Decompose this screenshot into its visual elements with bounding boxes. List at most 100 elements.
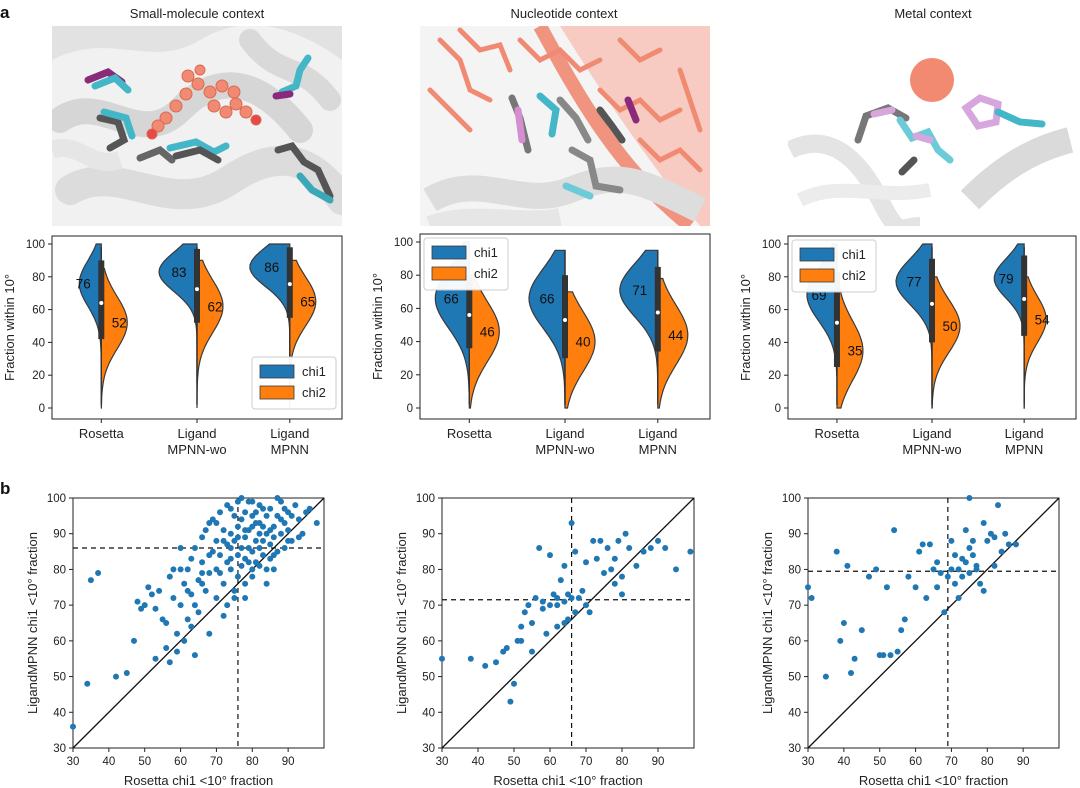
scatter-point	[561, 598, 568, 605]
scatter-point	[249, 573, 256, 580]
legend-label-chi2: chi2	[302, 385, 326, 400]
violin-median-dot	[655, 310, 660, 315]
scatter-point	[152, 655, 159, 662]
scatter-point	[238, 545, 245, 551]
violin-box	[98, 260, 105, 340]
scatter-point	[152, 605, 159, 612]
x-category-label: Ligand	[545, 426, 584, 441]
scatter-point	[611, 555, 618, 562]
scatter-chart-3: 30 40 50 60 70 80 90 30 40 50 60 70 80 90 100 Rosetta c…	[760, 493, 1060, 788]
y-axis-label: Fraction within 10°	[2, 274, 17, 381]
scatter-point	[227, 555, 234, 562]
scatter-point	[966, 570, 973, 576]
x-tick-label: 60	[909, 756, 922, 768]
median-label-chi1: 66	[444, 291, 459, 306]
y-tick-label: 70	[53, 600, 66, 612]
x-category-label: Ligand	[177, 426, 216, 441]
violin-box	[1021, 255, 1028, 336]
scatter-point	[894, 648, 901, 655]
scatter-point	[70, 723, 76, 730]
scatter-point	[673, 566, 679, 573]
scatter-point	[554, 595, 561, 601]
scatter-point	[959, 573, 966, 580]
scatter-point	[568, 520, 575, 526]
x-category-label: Rosetta	[79, 426, 125, 441]
scatter-point	[883, 584, 890, 591]
scatter-point	[267, 527, 274, 534]
scatter-point	[242, 580, 249, 587]
scatter-point	[554, 602, 561, 609]
y-tick-label: 80	[400, 270, 413, 282]
structure-render-metal	[788, 26, 1078, 226]
scatter-point	[177, 545, 184, 551]
y-tick-label: 0	[775, 403, 781, 415]
scatter-point	[966, 495, 973, 501]
scatter-point	[521, 609, 528, 616]
scatter-point	[995, 502, 1001, 509]
violin-half-chi2	[564, 291, 596, 409]
scatter-point	[177, 566, 184, 573]
scatter-point	[199, 534, 206, 541]
panel-label-b: b	[0, 479, 10, 498]
scatter-point	[199, 580, 206, 587]
scatter-point	[217, 570, 223, 576]
scatter-point	[263, 566, 270, 573]
scatter-point	[238, 562, 245, 569]
y-axis-label: LigandMPNN chi1 <10° fraction	[760, 532, 775, 714]
context-title-small-molecule: Small-molecule context	[130, 6, 265, 21]
scatter-point	[292, 502, 299, 509]
y-tick-label: 0	[407, 403, 413, 415]
scatter-point	[619, 573, 625, 580]
scatter-point	[234, 523, 241, 530]
median-label-chi2: 62	[207, 299, 222, 314]
scatter-point	[188, 623, 195, 630]
charts-layer: 0 20 40 60 80 100 Fraction within 10° Rosetta 76…	[2, 233, 1077, 788]
scatter-point	[242, 527, 249, 534]
median-label-chi1: 77	[906, 275, 921, 290]
legend-swatch-chi2	[431, 266, 467, 281]
median-label-chi1: 83	[171, 265, 186, 280]
scatter-point	[568, 595, 575, 601]
scatter-point	[278, 530, 284, 537]
scatter-point	[833, 548, 840, 555]
scatter-point	[529, 620, 535, 626]
scatter-point	[202, 527, 209, 534]
scatter-point	[626, 545, 633, 551]
median-label-chi2: 35	[847, 344, 862, 359]
scatter-point	[84, 680, 91, 687]
scatter-point	[640, 548, 647, 555]
y-tick-label: 60	[788, 636, 801, 648]
scatter-point	[184, 587, 191, 594]
x-tick-label: 50	[508, 756, 521, 768]
scatter-point	[583, 602, 589, 609]
scatter-point	[213, 520, 220, 526]
scatter-point	[184, 616, 191, 623]
violin-half-chi1	[895, 243, 933, 408]
x-tick-label: 80	[246, 756, 259, 768]
scatter-point	[170, 566, 177, 573]
median-label-chi1: 71	[632, 283, 647, 298]
y-tick-label: 90	[788, 529, 801, 541]
violin-median-dot	[195, 287, 199, 292]
scatter-point	[166, 573, 173, 580]
y-tick-label: 40	[53, 707, 66, 719]
scatter-point	[891, 527, 898, 534]
scatter-point	[123, 670, 130, 676]
y-tick-label: 30	[53, 743, 66, 755]
scatter-point	[295, 516, 302, 523]
scatter-point	[952, 580, 958, 587]
scatter-point	[217, 552, 223, 559]
scatter-point	[934, 559, 941, 566]
y-tick-label: 100	[26, 239, 45, 251]
y-tick-label: 70	[788, 600, 801, 612]
scatter-point	[303, 509, 310, 516]
scatter-point	[837, 637, 844, 644]
scatter-point	[586, 609, 593, 616]
scatter-point	[962, 527, 969, 534]
scatter-point	[547, 602, 553, 609]
median-label-chi2: 40	[575, 335, 590, 350]
x-category-label: MPNN-wo	[902, 442, 961, 457]
scatter-point	[536, 545, 543, 551]
identity-line	[72, 497, 325, 749]
scatter-point	[991, 562, 998, 569]
